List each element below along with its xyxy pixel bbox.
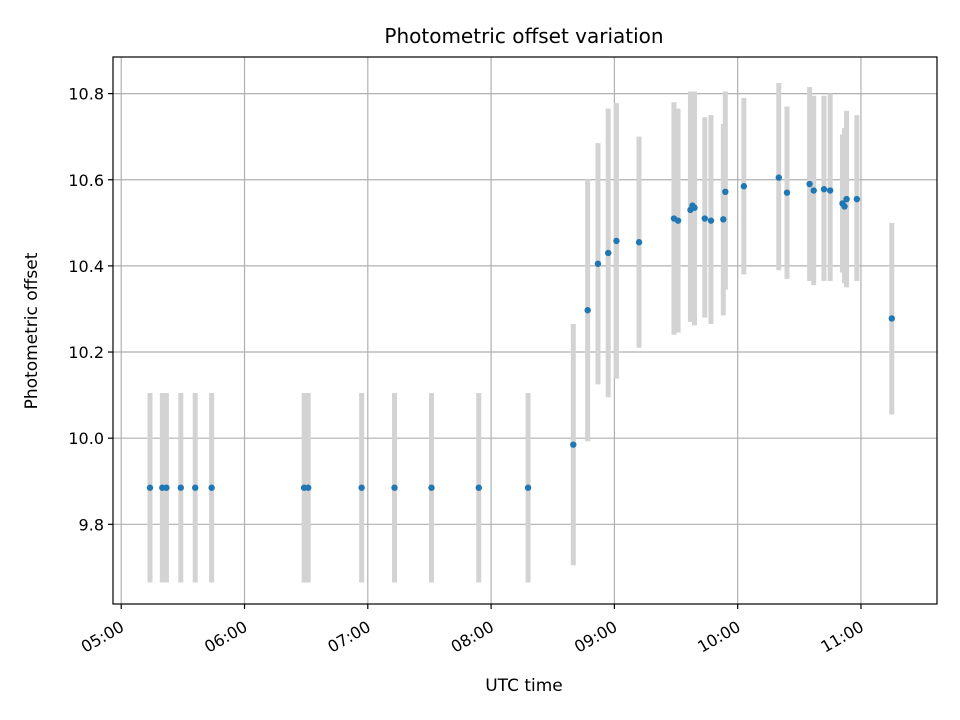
data-point [826,187,834,194]
data-point [635,239,643,246]
data-point [691,204,698,211]
y-tick-label: 10.6 [68,171,104,190]
data-point [722,188,729,196]
data-points [146,174,895,491]
y-tick-label: 10.0 [68,429,104,448]
data-point [191,484,199,491]
data-point [740,183,748,190]
data-point [208,484,215,491]
data-point [570,441,577,448]
data-point [613,237,620,245]
data-point [358,484,365,491]
data-point [177,484,185,491]
data-point [428,484,435,491]
data-point [524,484,532,491]
data-point [701,215,709,222]
data-point [305,484,312,491]
y-tick-label: 10.2 [68,343,104,362]
data-point [820,186,828,193]
data-point [475,484,482,491]
data-point [843,195,850,203]
data-point [853,195,861,203]
x-axis-label: UTC time [485,676,563,696]
y-tick-label: 10.8 [68,85,104,104]
data-point [810,187,817,194]
grid-lines [113,57,937,604]
data-point [783,189,791,196]
data-point [146,484,154,491]
y-axis-label: Photometric offset [22,252,42,409]
data-point [605,249,612,257]
chart-title: Photometric offset variation [384,24,663,48]
data-point [720,216,727,223]
data-point [584,307,591,314]
data-point [806,180,813,188]
plot-frame [112,56,938,605]
data-point [594,260,602,267]
data-point [674,217,682,224]
data-point [775,174,782,181]
data-point [707,217,715,224]
data-point [888,315,895,322]
y-tick-label: 9.8 [79,515,104,534]
data-point [163,484,170,491]
data-point [841,203,848,210]
y-axis-ticks: 9.8 10.0 10.2 10.4 10.6 10.8 [68,85,113,534]
y-tick-label: 10.4 [68,257,104,276]
data-point [391,484,398,491]
